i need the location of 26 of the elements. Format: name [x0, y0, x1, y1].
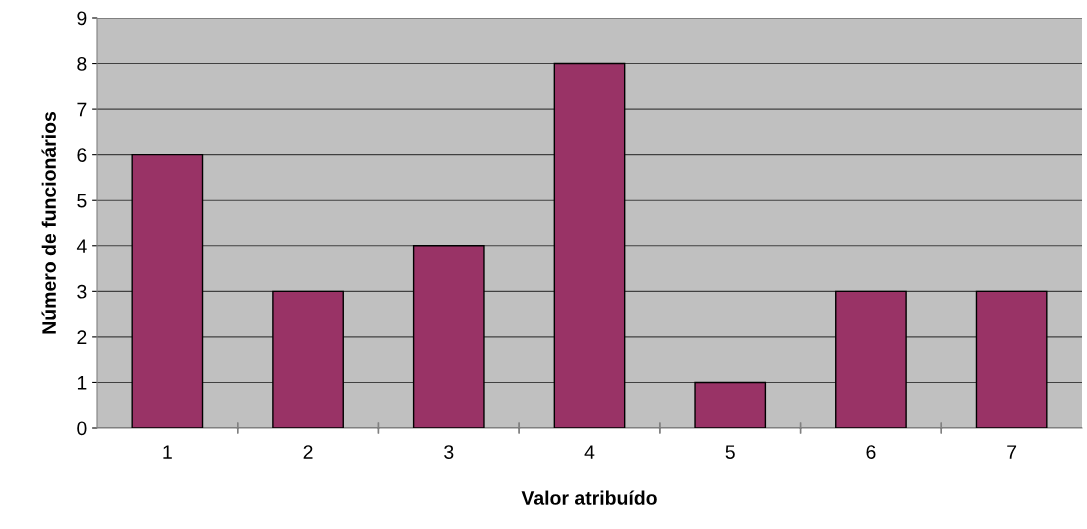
x-tick-label: 3 [444, 445, 454, 459]
y-tick-label: 3 [77, 284, 87, 299]
y-tick-label: 4 [76, 239, 87, 253]
x-tick-label: 1 [163, 445, 172, 459]
bar [272, 290, 344, 428]
bar [694, 381, 767, 428]
x-tick-label: 5 [725, 445, 735, 459]
y-tick-label: 8 [77, 57, 87, 71]
bar [975, 290, 1048, 428]
y-tick-label: 1 [77, 376, 87, 390]
x-tick-label: 6 [866, 445, 876, 459]
x-axis-title: Valor atribuído [521, 490, 657, 505]
y-tick-label: 0 [77, 421, 87, 436]
x-tick-label: 4 [584, 445, 595, 459]
y-tick-label: 5 [77, 193, 87, 208]
y-tick-label: 7 [77, 102, 87, 117]
x-tick-label: 2 [303, 445, 313, 459]
y-tick-label: 6 [77, 148, 87, 162]
y-tick-label: 9 [77, 11, 87, 26]
bar [835, 290, 907, 428]
bar [412, 245, 485, 428]
x-tick-label: 7 [1007, 445, 1017, 459]
y-tick-label: 2 [77, 330, 87, 344]
bar [553, 62, 626, 428]
y-axis-title: Número de funcionários [41, 111, 56, 334]
bar [131, 153, 204, 428]
